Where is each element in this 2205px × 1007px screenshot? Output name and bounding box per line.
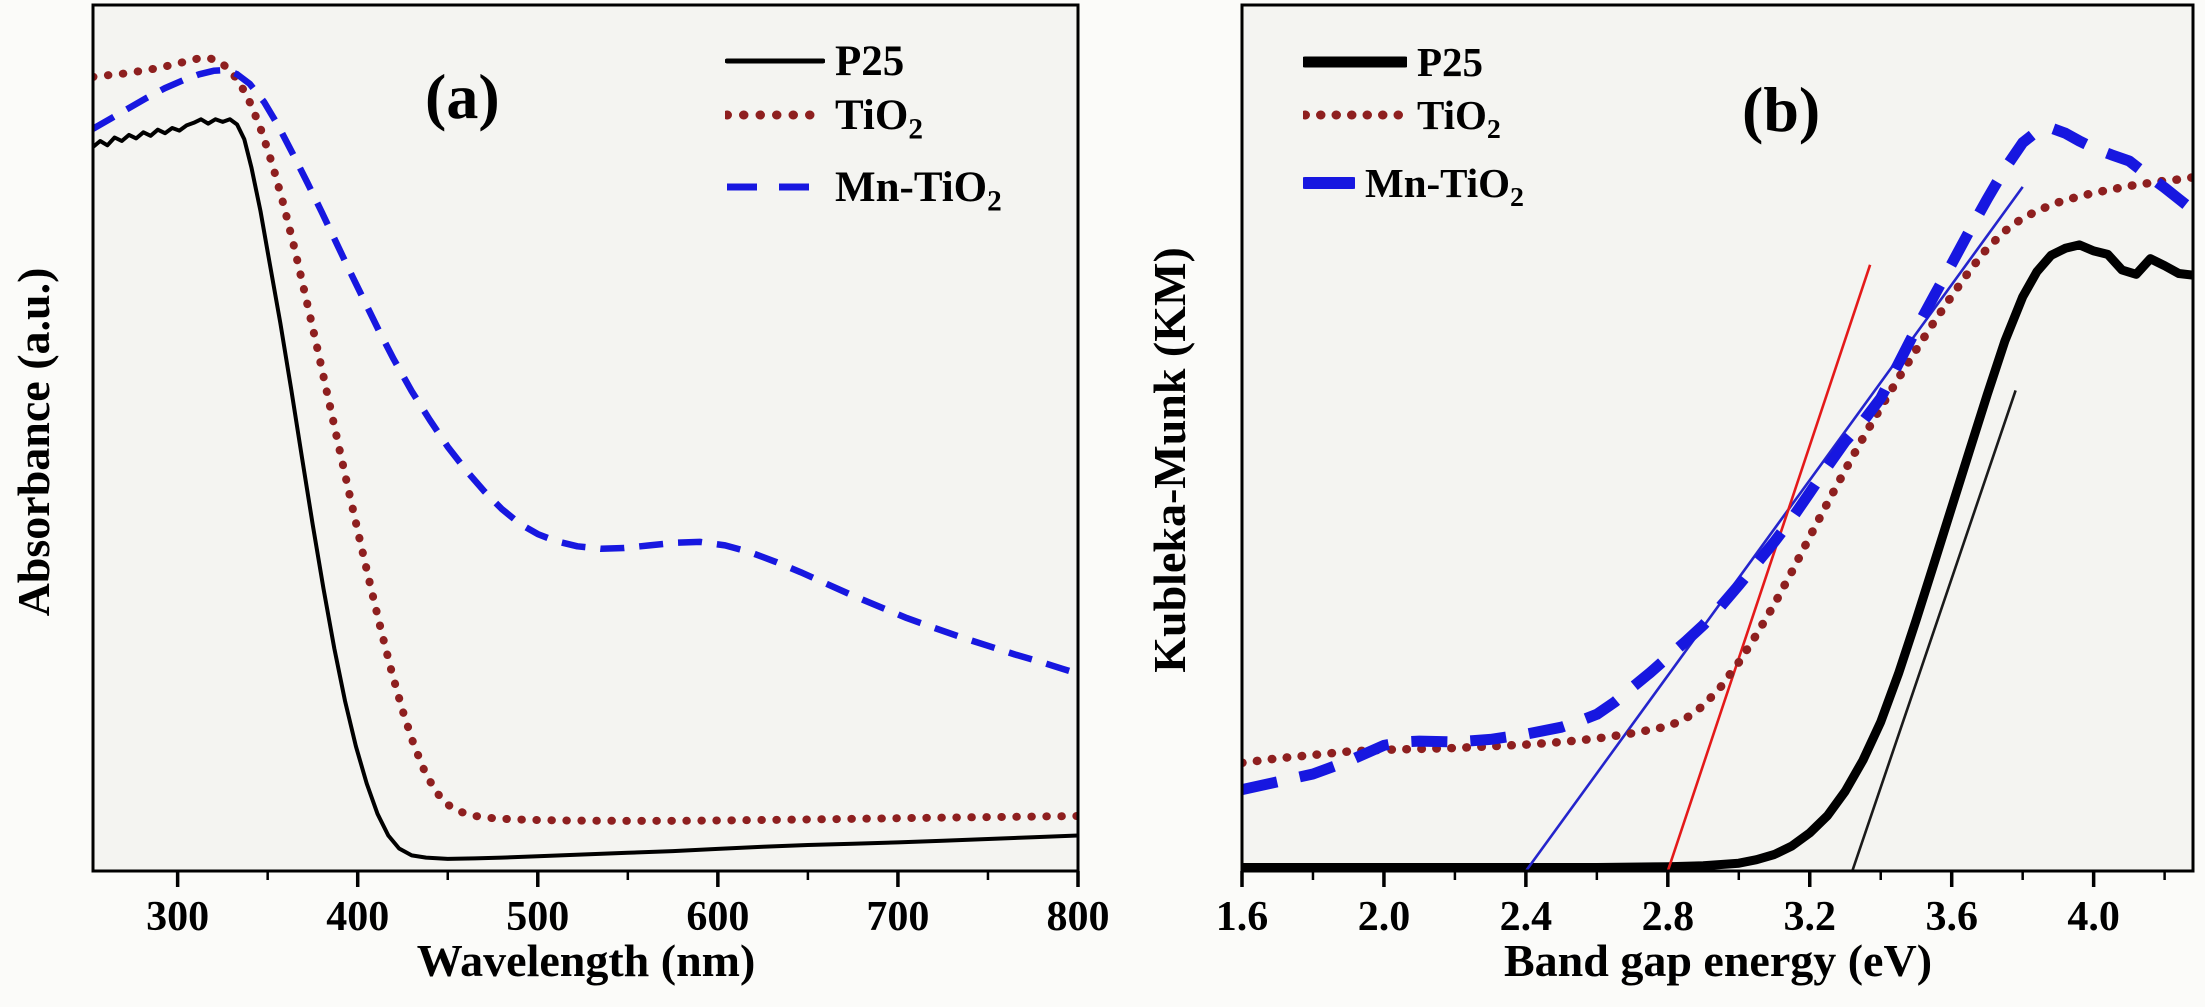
legend-line-sample-dotted [725,110,825,120]
panel-a-label: (a) [425,61,500,132]
x-axis-tick-label: 700 [866,894,929,940]
legend-item-p25: P25 [1303,38,1483,86]
legend-label-tio-: TiO2 [835,91,923,146]
x-axis-tick-label: 3.2 [1784,894,1837,940]
legend-line-sample-dashed [727,183,823,191]
panel-a-plot-area [93,5,1078,871]
x-axis-tick-label: 500 [506,894,569,940]
legend-line-sample-solid [725,58,825,64]
tangent-line-tio-band-gap-tangent [1666,264,1872,871]
legend-item-p25: P25 [725,37,904,85]
panel-a-y-axis-label: Absorbance (a.u.) [8,267,59,617]
panel-b-y-axis-label: Kubleka-Munk (KM) [1144,247,1195,673]
x-axis-tick-label: 300 [146,894,209,940]
legend-line-sample-dotted [1303,110,1407,120]
x-axis-tick-label: 2.0 [1358,894,1411,940]
legend-label-tio-: TiO2 [1417,91,1501,145]
panel-b-plot-area [1242,5,2193,871]
legend-item-mn-tio-: Mn-TiO2 [1303,159,1524,213]
panel-a-frame [91,3,1080,873]
legend-label-p25: P25 [1417,38,1484,85]
legend-item-tio-: TiO2 [1303,91,1501,145]
x-axis-tick-label: 1.6 [1216,894,1269,940]
legend-label-mn-tio-: Mn-TiO2 [835,163,1002,218]
x-axis-tick-label: 600 [686,894,749,940]
x-axis-tick-label: 2.4 [1500,894,1553,940]
legend-item-mn-tio-: Mn-TiO2 [725,163,1002,218]
legend-item-tio-: TiO2 [725,91,923,146]
x-axis-tick-label: 4.0 [2067,894,2120,940]
panel-a-x-axis-label: Wavelength (nm) [416,935,756,986]
legend-label-p25: P25 [835,37,905,85]
x-axis-tick-label: 3.6 [1925,894,1978,940]
x-axis-tick-label: 800 [1047,894,1110,940]
series-line-p25-panel-b [1242,240,2193,871]
panel-b-x-axis-label: Band gap energy (eV) [1503,935,1933,986]
panel-b-frame [1240,3,2195,873]
x-axis-tick-label: 400 [326,894,389,940]
series-line-mn-tio--panel-a [93,66,1078,677]
series-line-mn-tio--panel-b [1242,122,2193,795]
series-line-p25-panel-a [93,117,1078,861]
legend-label-mn-tio-: Mn-TiO2 [1365,159,1524,213]
series-line-tio--panel-b [1242,173,2193,768]
tangent-line-mn-tio-band-gap-tangent [1524,186,2024,871]
series-line-tio--panel-a [93,53,1078,825]
legend-line-sample-dashed [1303,177,1355,189]
x-axis-tick-label: 2.8 [1642,894,1695,940]
panel-b-label: (b) [1742,74,1821,145]
legend-line-sample-solid [1303,56,1407,68]
tangent-line-p25-band-gap-tangent [1851,389,2017,871]
